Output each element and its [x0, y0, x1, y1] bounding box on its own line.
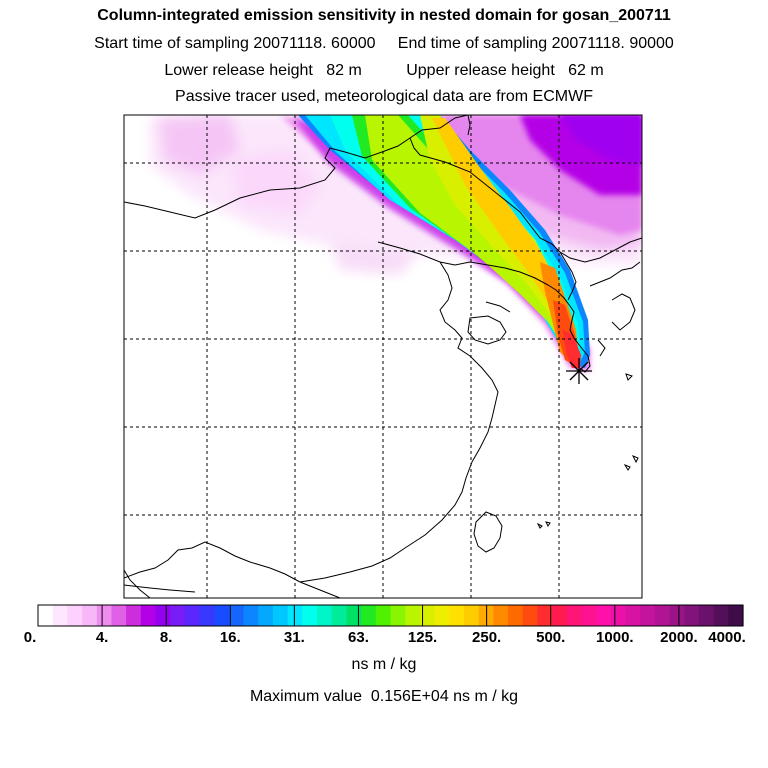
colorbar-tick-label: 1000.: [596, 629, 634, 646]
colorbar-swatch: [199, 605, 215, 626]
colorbar-swatch: [52, 605, 68, 626]
colorbar-tick-label: 125.: [407, 629, 438, 646]
sampling-time-line: Start time of sampling 20071118. 60000 E…: [94, 35, 674, 52]
colorbar-swatch: [126, 605, 142, 626]
colorbar-swatch: [405, 605, 421, 626]
colorbar-swatch: [449, 605, 465, 626]
maximum-value-text: Maximum value 0.156E+04 ns m / kg: [249, 688, 519, 705]
colorbar-swatch: [390, 605, 406, 626]
colorbar-swatch: [331, 605, 348, 626]
colorbar-swatch: [67, 605, 83, 626]
colorbar-swatch: [111, 605, 127, 626]
colorbar-swatch: [140, 605, 157, 626]
colorbar-swatch: [625, 605, 641, 626]
colorbar-swatch: [184, 605, 201, 626]
map-frame: [123, 114, 643, 599]
coastlines: [124, 115, 642, 598]
colorbar-swatch: [214, 605, 230, 626]
release-height-line: Lower release height 82 m Upper release …: [164, 62, 604, 79]
colorbar-swatch: [508, 605, 524, 626]
colorbar-swatch: [684, 605, 700, 626]
colorbar-swatch: [522, 605, 538, 626]
colorbar-swatch: [698, 605, 715, 626]
lat-lon-grid: [124, 115, 642, 598]
colorbar-swatch: [713, 605, 729, 626]
colorbar-swatch: [610, 605, 627, 626]
colorbar-swatch: [552, 605, 568, 626]
colorbar-swatch: [170, 605, 186, 626]
colorbar-tick-label: 4.: [95, 629, 109, 646]
colorbar-swatch: [640, 605, 656, 626]
colorbar-swatch: [493, 605, 509, 626]
colorbar-swatch: [654, 605, 671, 626]
colorbar-swatch: [581, 605, 597, 626]
colorbar-swatch: [419, 605, 436, 626]
colorbar-swatch: [96, 605, 113, 626]
colorbar-swatch: [38, 605, 54, 626]
asterisk-icon: [566, 358, 592, 384]
colorbar-swatch: [155, 605, 171, 626]
colorbar-swatch: [463, 605, 480, 626]
colorbar-tick-label: 8.: [159, 629, 173, 646]
colorbar-swatch: [434, 605, 450, 626]
colorbar-units: ns m / kg: [351, 656, 417, 673]
colorbar-tick-label: 500.: [536, 629, 566, 646]
colorbar-swatch: [302, 605, 318, 626]
colorbar-swatch: [287, 605, 303, 626]
colorbar-swatch: [596, 605, 612, 626]
colorbar-swatch: [728, 605, 744, 626]
colorbar-swatch: [346, 605, 362, 626]
colorbar-tick-label: 0.: [23, 629, 37, 646]
sensitivity-field: [150, 115, 642, 372]
colorbar-tick-label: 16.: [219, 629, 241, 646]
colorbar-swatch: [537, 605, 553, 626]
colorbar-swatch: [228, 605, 245, 626]
colorbar-tick-label: 63.: [348, 629, 369, 646]
colorbar-swatch: [375, 605, 392, 626]
colorbar-swatch: [258, 605, 274, 626]
tracer-info-line: Passive tracer used, meteorological data…: [175, 88, 593, 105]
plot-title: Column-integrated emission sensitivity i…: [97, 7, 671, 24]
colorbar-swatch: [669, 605, 685, 626]
colorbar-tick-label: 2000.: [660, 629, 698, 646]
colorbar: [37, 604, 744, 627]
colorbar-tick-label: 31.: [283, 629, 305, 646]
colorbar-swatch: [82, 605, 98, 626]
colorbar-tick-label: 250.: [472, 629, 502, 646]
colorbar-frame: [37, 604, 744, 627]
colorbar-swatch: [317, 605, 333, 626]
colorbar-swatch: [566, 605, 583, 626]
colorbar-swatch: [361, 605, 377, 626]
colorbar-swatch: [273, 605, 289, 626]
colorbar-tick-label: 4000.: [708, 629, 746, 646]
colorbar-swatch: [243, 605, 259, 626]
